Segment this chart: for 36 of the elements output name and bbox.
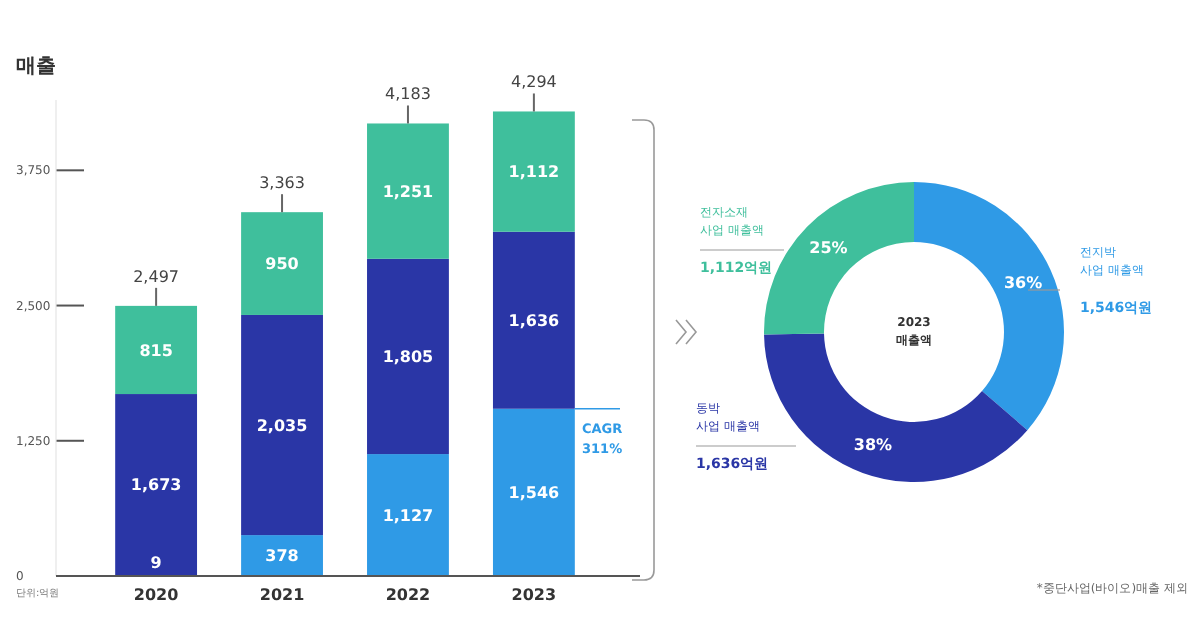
bar [241, 212, 323, 315]
bar [367, 454, 449, 576]
bar [241, 535, 323, 576]
data-label: 1,127 [382, 506, 434, 525]
data-label: 378 [265, 547, 300, 566]
data-label: 9 [150, 553, 163, 572]
data-label: 1,673 [130, 476, 182, 495]
total-label: 2,497 [133, 267, 180, 286]
data-label: 1,636 [508, 311, 561, 330]
bar [115, 394, 198, 576]
bar [241, 314, 323, 536]
chart-title: 매출 [16, 56, 56, 78]
data-label: 1,546 [508, 483, 561, 502]
bar [115, 305, 198, 395]
x-tick-label: 2023 [511, 586, 557, 604]
total-label: 4,294 [510, 73, 557, 92]
bar [492, 408, 575, 576]
donut-slice [764, 333, 1028, 482]
data-label: 2,035 [256, 416, 309, 435]
x-tick-label: 2021 [259, 586, 306, 604]
x-tick-label: 2020 [133, 586, 180, 604]
data-label: 38% [853, 436, 893, 455]
bar [492, 111, 575, 232]
bar [367, 123, 449, 259]
data-label: 815 [139, 341, 174, 360]
data-label: 950 [265, 255, 300, 274]
data-label: 1,805 [382, 348, 435, 367]
data-label: 1,112 [508, 163, 560, 182]
total-label: 4,183 [385, 85, 431, 104]
x-tick-label: 2022 [385, 586, 431, 604]
bar [367, 258, 449, 455]
total-label: 3,363 [259, 174, 305, 193]
data-label: 36% [1004, 273, 1043, 292]
bar [492, 231, 575, 409]
data-label: 1,251 [382, 182, 435, 201]
data-label: 25% [809, 239, 848, 258]
